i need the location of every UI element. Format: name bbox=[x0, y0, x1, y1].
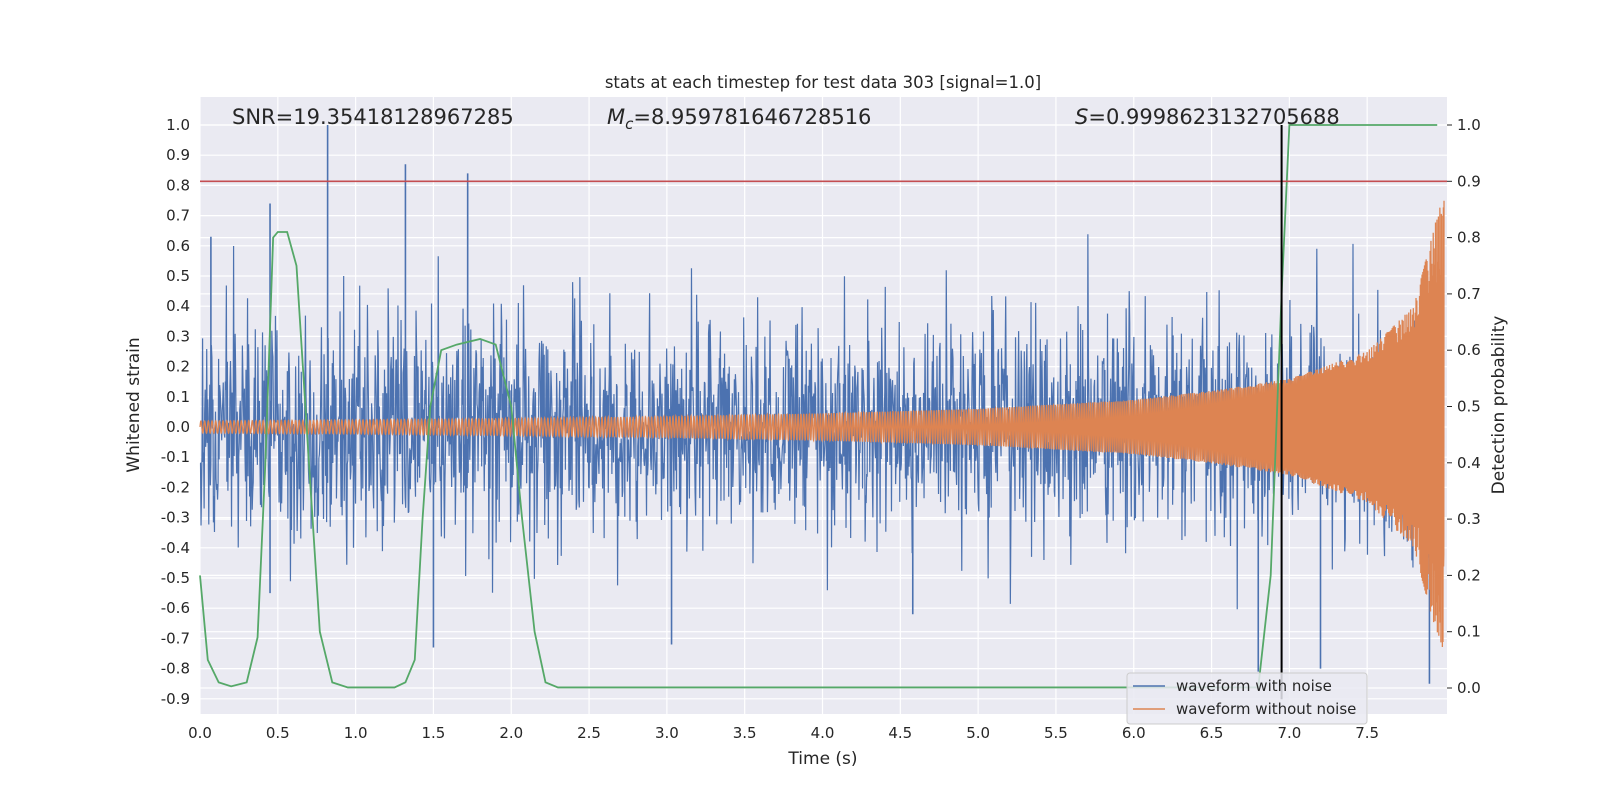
y-tick-label: -0.2 bbox=[161, 478, 190, 496]
y-tick-label: 0.6 bbox=[166, 237, 190, 255]
y-tick-label: -0.5 bbox=[161, 569, 190, 587]
y-tick-label: 0.0 bbox=[166, 418, 190, 436]
chirp-mass-subscript: c bbox=[625, 115, 634, 133]
y2-tick-label: 0.3 bbox=[1457, 510, 1481, 528]
x-tick-label: 4.5 bbox=[888, 724, 912, 742]
waveform-without-noise-series bbox=[199, 200, 1445, 647]
y-tick-label: -0.3 bbox=[161, 509, 190, 527]
x-tick-label: 7.5 bbox=[1355, 724, 1379, 742]
y-tick-label: 0.8 bbox=[166, 176, 190, 194]
reference-lines bbox=[200, 125, 1447, 700]
y-tick-label: -0.6 bbox=[161, 599, 190, 617]
y-tick-label: 0.1 bbox=[166, 388, 190, 406]
x-tick-label: 0.5 bbox=[266, 724, 290, 742]
x-tick-label: 3.0 bbox=[655, 724, 679, 742]
chirp-mass-value: =8.959781646728516 bbox=[633, 105, 871, 129]
detection-probability-series bbox=[199, 124, 1438, 689]
y-axis-label: Whitened strain bbox=[124, 337, 144, 472]
legend-label-clean: waveform without noise bbox=[1176, 700, 1356, 718]
chirp-mass-symbol: M bbox=[607, 105, 625, 129]
y2-tick-label: 1.0 bbox=[1457, 116, 1481, 134]
x-tick-label: 2.0 bbox=[499, 724, 523, 742]
y2-axis: 1.0 0.9 0.8 0.7 0.6 0.5 0.4 0.3 0.2 0.1 0.0 bbox=[1447, 116, 1481, 697]
x-tick-label: 4.0 bbox=[811, 724, 835, 742]
s-annotation: S=0.9998623132705688 bbox=[1075, 105, 1340, 129]
probability-trace bbox=[199, 124, 1438, 689]
x-tick-label: 5.0 bbox=[966, 724, 990, 742]
legend: waveform with noise waveform without noi… bbox=[1126, 672, 1368, 725]
x-tick-label: 5.5 bbox=[1044, 724, 1068, 742]
y2-tick-label: 0.7 bbox=[1457, 285, 1481, 303]
y2-tick-label: 0.6 bbox=[1457, 341, 1481, 359]
x-tick-label: 2.5 bbox=[577, 724, 601, 742]
y-tick-label: 0.3 bbox=[166, 327, 190, 345]
y2-tick-label: 0.8 bbox=[1457, 229, 1481, 247]
x-axis-label: Time (s) bbox=[787, 749, 857, 769]
y2-tick-label: 0.4 bbox=[1457, 454, 1481, 472]
y-tick-label: 0.4 bbox=[166, 297, 190, 315]
y-tick-label: -0.8 bbox=[161, 660, 190, 678]
legend-label-noise: waveform with noise bbox=[1176, 677, 1332, 695]
y2-tick-label: 0.9 bbox=[1457, 172, 1481, 190]
y2-tick-label: 0.2 bbox=[1457, 566, 1481, 584]
x-axis: 0.0 0.5 1.0 1.5 2.0 2.5 3.0 3.5 4.0 4.5 5.0 5.5 6.0 6… bbox=[188, 724, 1379, 742]
x-tick-label: 0.0 bbox=[188, 724, 212, 742]
y2-tick-label: 0.0 bbox=[1457, 679, 1481, 697]
y-tick-label: 0.9 bbox=[166, 146, 190, 164]
y-tick-label: -0.1 bbox=[161, 448, 190, 466]
y-axis: 1.0 0.9 0.8 0.7 0.6 0.5 0.4 0.3 0.2 0.1 0.0 -0.1 -0.… bbox=[161, 116, 190, 708]
x-tick-label: 3.5 bbox=[733, 724, 757, 742]
chart-title: stats at each timestep for test data 303… bbox=[605, 73, 1041, 92]
s-symbol: S bbox=[1075, 105, 1088, 129]
y-tick-label: 0.5 bbox=[166, 267, 190, 285]
y-tick-label: 1.0 bbox=[166, 116, 190, 134]
y2-tick-label: 0.5 bbox=[1457, 398, 1481, 416]
noise-trace bbox=[199, 234, 1441, 610]
x-tick-label: 7.0 bbox=[1277, 724, 1301, 742]
x-tick-label: 6.0 bbox=[1122, 724, 1146, 742]
legend-box bbox=[1126, 672, 1368, 725]
chirp-mass-annotation: Mc=8.959781646728516 bbox=[607, 105, 871, 133]
y-tick-label: -0.4 bbox=[161, 539, 190, 557]
y2-tick-label: 0.1 bbox=[1457, 623, 1481, 641]
y-tick-label: 0.7 bbox=[166, 207, 190, 225]
x-tick-label: 1.0 bbox=[344, 724, 368, 742]
y-tick-label: -0.7 bbox=[161, 629, 190, 647]
clean-trace bbox=[199, 200, 1445, 647]
y-tick-label: 0.2 bbox=[166, 358, 190, 376]
y-tick-label: -0.9 bbox=[161, 690, 190, 708]
x-tick-label: 1.5 bbox=[422, 724, 446, 742]
s-value: =0.9998623132705688 bbox=[1088, 105, 1339, 129]
x-tick-label: 6.5 bbox=[1200, 724, 1224, 742]
y2-axis-label: Detection probability bbox=[1489, 316, 1509, 495]
snr-annotation: SNR=19.35418128967285 bbox=[232, 105, 514, 129]
